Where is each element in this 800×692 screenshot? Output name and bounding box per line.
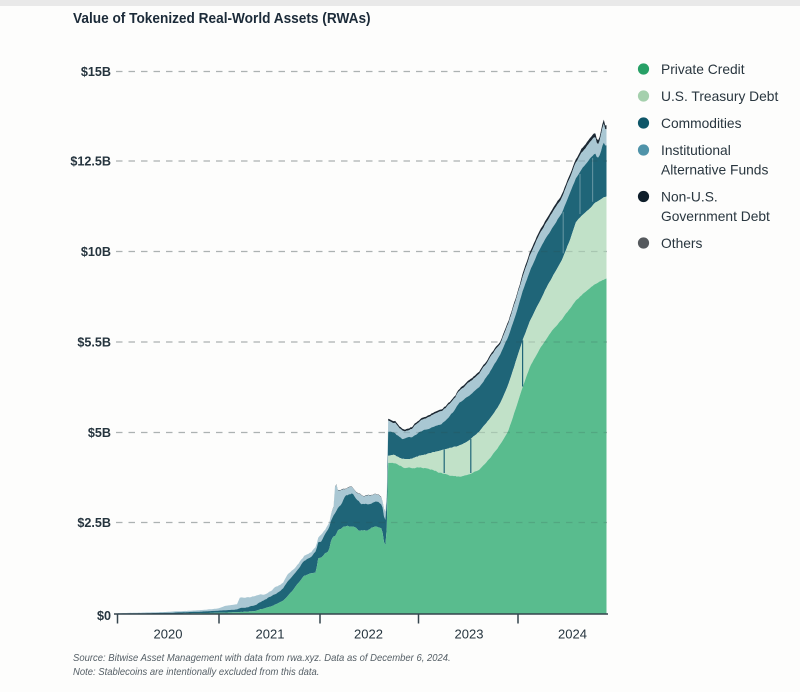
svg-text:$12.5B: $12.5B [70, 154, 111, 168]
svg-text:2023: 2023 [455, 627, 484, 642]
svg-text:$5B: $5B [88, 426, 111, 440]
svg-text:Institutional: Institutional [661, 143, 731, 158]
svg-text:Others: Others [661, 236, 703, 251]
svg-text:Alternative Funds: Alternative Funds [661, 162, 768, 177]
svg-text:$10B: $10B [81, 245, 111, 259]
svg-text:2021: 2021 [256, 627, 285, 642]
svg-text:Private Credit: Private Credit [661, 62, 745, 77]
svg-text:2024: 2024 [558, 627, 587, 642]
svg-text:2020: 2020 [154, 627, 183, 642]
svg-text:U.S. Treasury Debt: U.S. Treasury Debt [661, 89, 778, 104]
svg-text:Commodities: Commodities [661, 116, 742, 131]
svg-text:$0: $0 [97, 609, 111, 623]
svg-text:$2.5B: $2.5B [77, 516, 111, 530]
svg-text:Government Debt: Government Debt [661, 209, 770, 224]
svg-text:$5.5B: $5.5B [77, 335, 111, 349]
svg-text:Non-U.S.: Non-U.S. [661, 189, 718, 204]
svg-text:2022: 2022 [354, 627, 383, 642]
svg-text:$15B: $15B [81, 65, 111, 79]
